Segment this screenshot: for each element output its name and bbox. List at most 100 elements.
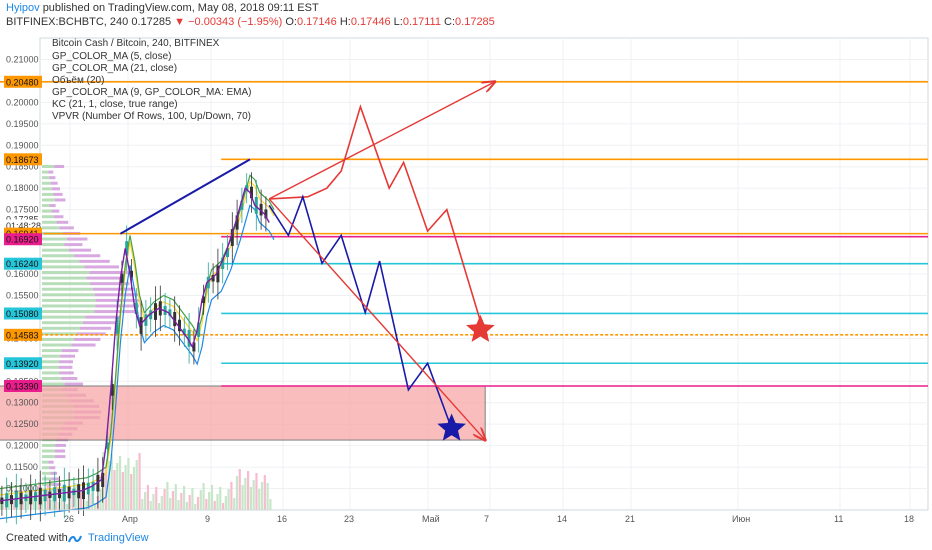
candle-body: [125, 241, 129, 256]
candle-body: [96, 474, 100, 492]
vpvr-bar-down: [90, 282, 130, 286]
legend-kc[interactable]: KC (21, 1, close, true range): [52, 99, 178, 110]
price-tag-box: [4, 153, 42, 166]
vpvr-bar-down: [51, 209, 60, 213]
y-tick-label: 0.11000: [6, 484, 38, 494]
vpvr-bar-down: [64, 382, 84, 386]
vpvr-bar-down: [51, 187, 61, 191]
price-tag-box: [4, 257, 42, 270]
vpvr-bar-down: [80, 326, 112, 330]
vpvr-bar-up: [42, 215, 54, 219]
tradingview-logo-icon: [68, 535, 82, 543]
volume-bar: [118, 456, 122, 510]
vpvr-bar-up: [42, 170, 49, 174]
volume-bar: [66, 504, 69, 510]
candle-body: [139, 317, 143, 334]
volume-bar: [146, 485, 149, 510]
volume-bar: [141, 499, 144, 510]
candle-body: [197, 322, 201, 337]
price-tag: 0.14583: [4, 328, 42, 341]
volume-bar: [27, 487, 30, 510]
x-tick-label: 18: [904, 514, 914, 524]
volume-bar: [205, 499, 208, 510]
volume-bar: [130, 474, 133, 510]
price-tag: 0.13390: [4, 379, 42, 392]
vpvr-bar-down: [94, 310, 138, 314]
vpvr-bar-up: [42, 455, 55, 459]
volume-bar: [68, 497, 72, 510]
volume-bar: [269, 499, 272, 510]
volume-bar: [263, 475, 266, 510]
vpvr-bar-up: [42, 187, 52, 191]
vpvr-bar-down: [49, 176, 56, 180]
price-tag: 0.18673: [4, 153, 42, 166]
legend-ma21[interactable]: GP_COLOR_MA (21, close): [52, 63, 178, 74]
legend-vpvr[interactable]: VPVR (Number Of Rows, 100, Up/Down, 70): [52, 111, 251, 122]
x-tick-label: 26: [64, 514, 74, 524]
volume-bar: [188, 495, 191, 510]
ma-purple: [0, 186, 270, 502]
volume-bar: [107, 461, 111, 510]
x-tick-label: 9: [205, 514, 210, 524]
vpvr-bar-up: [42, 282, 91, 286]
volume-bar: [208, 492, 211, 510]
volume-bar: [166, 482, 169, 510]
price-tag-box: [4, 307, 42, 320]
vpvr-bar-up: [42, 354, 61, 358]
x-tick-label: 23: [344, 514, 354, 524]
vpvr-bar-down: [74, 254, 101, 258]
y-tick-label: 0.15500: [6, 290, 39, 300]
candle-body: [226, 248, 229, 258]
y-tick-label: 0.16000: [6, 269, 39, 279]
vpvr-bar-down: [50, 471, 58, 475]
volume-bar: [132, 467, 136, 510]
vpvr-bar-up: [42, 181, 51, 185]
legend-volume[interactable]: Объём (20): [52, 75, 105, 86]
vpvr-bar-up: [42, 298, 96, 302]
candle-body: [182, 328, 186, 336]
vpvr-bar-up: [42, 321, 83, 325]
blue-scenario-path: [268, 194, 453, 429]
volume-bar: [157, 503, 161, 510]
author-link[interactable]: Hyipov: [6, 2, 40, 14]
candle-body: [240, 200, 244, 210]
price-chart[interactable]: 0.210000.205000.200000.195000.190000.185…: [0, 30, 932, 528]
y-tick-label: 0.20000: [6, 97, 39, 107]
candle-body: [259, 203, 263, 216]
legend-ma5[interactable]: GP_COLOR_MA (5, close): [52, 51, 172, 62]
vpvr-bar-up: [42, 237, 67, 241]
price-tag-label: 0.16240: [6, 259, 39, 269]
price-tag: 0.15080: [4, 307, 42, 320]
vpvr-bar-up: [42, 360, 60, 364]
volume-bar: [235, 476, 239, 510]
volume-bar: [57, 502, 60, 510]
volume-bar: [52, 493, 55, 510]
vpvr-bar-up: [42, 209, 52, 213]
price-tag-label: 0.20480: [6, 77, 39, 87]
volume-bar: [266, 483, 269, 510]
vpvr-bar-down: [53, 192, 63, 196]
vpvr-bar-down: [74, 337, 101, 341]
x-tick-label: Июн: [732, 514, 750, 524]
legend-ema9[interactable]: GP_COLOR_MA (9, GP_COLOR_MA: EMA): [52, 87, 252, 98]
volume-bar: [160, 496, 163, 510]
volume-bar: [224, 496, 227, 510]
legend-series[interactable]: Bitcoin Cash / Bitcoin, 240, BITFINEX: [52, 38, 220, 49]
volume-bar: [238, 469, 241, 510]
candle-body: [254, 196, 258, 214]
tradingview-brand-link[interactable]: TradingView: [88, 532, 149, 544]
volume-bar: [21, 501, 24, 510]
vpvr-bar-up: [42, 259, 80, 263]
volume-bar: [110, 454, 113, 510]
price-tag-label: 0.13920: [6, 359, 39, 369]
price-tag-label: 01:48:28: [6, 221, 41, 231]
volume-bar: [124, 465, 127, 510]
vpvr-bar-up: [42, 460, 49, 464]
volume-bar: [88, 494, 91, 510]
vpvr-bar-down: [48, 170, 54, 174]
vpvr-bar-down: [59, 226, 74, 230]
vpvr-bar-up: [42, 310, 95, 314]
volume-bar: [241, 485, 244, 510]
vpvr-bar-down: [60, 354, 76, 358]
vpvr-bar-up: [42, 198, 55, 202]
